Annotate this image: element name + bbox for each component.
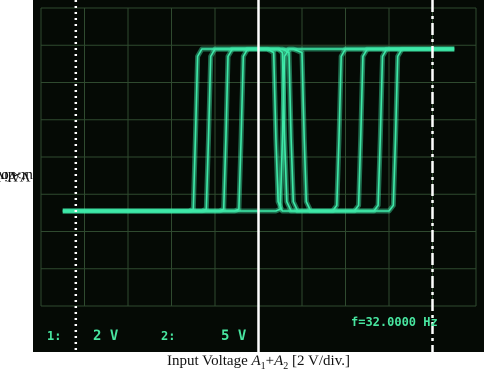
- trace-1: [62, 48, 455, 212]
- trace-4: [62, 48, 455, 212]
- cursor-group: [74, 0, 434, 352]
- oscilloscope-plot: 1: 2 V 2: 5 V f=32.0000 Hz: [40, 0, 477, 352]
- x-axis-label: Input Voltage A1+A2 [2 V/div.]: [167, 353, 350, 372]
- channel-2-label: 2:: [161, 329, 175, 343]
- trace-5: [62, 48, 455, 212]
- channel-1-scale: 2 V: [93, 328, 119, 344]
- oscilloscope-screen: 1: 2 V 2: 5 V f=32.0000 Hz: [33, 0, 484, 352]
- channel-1-label: 1:: [47, 329, 61, 343]
- trace-group: [62, 46, 455, 214]
- frequency-readout: f=32.0000 Hz: [351, 315, 438, 329]
- trace-2: [62, 48, 455, 212]
- scope-readout: 1: 2 V 2: 5 V f=32.0000 Hz: [47, 315, 438, 344]
- channel-2-scale: 5 V: [221, 328, 247, 344]
- trace-3: [62, 48, 455, 212]
- y-axis-label: Output Voltage x [5 V/div.]: [0, 167, 62, 184]
